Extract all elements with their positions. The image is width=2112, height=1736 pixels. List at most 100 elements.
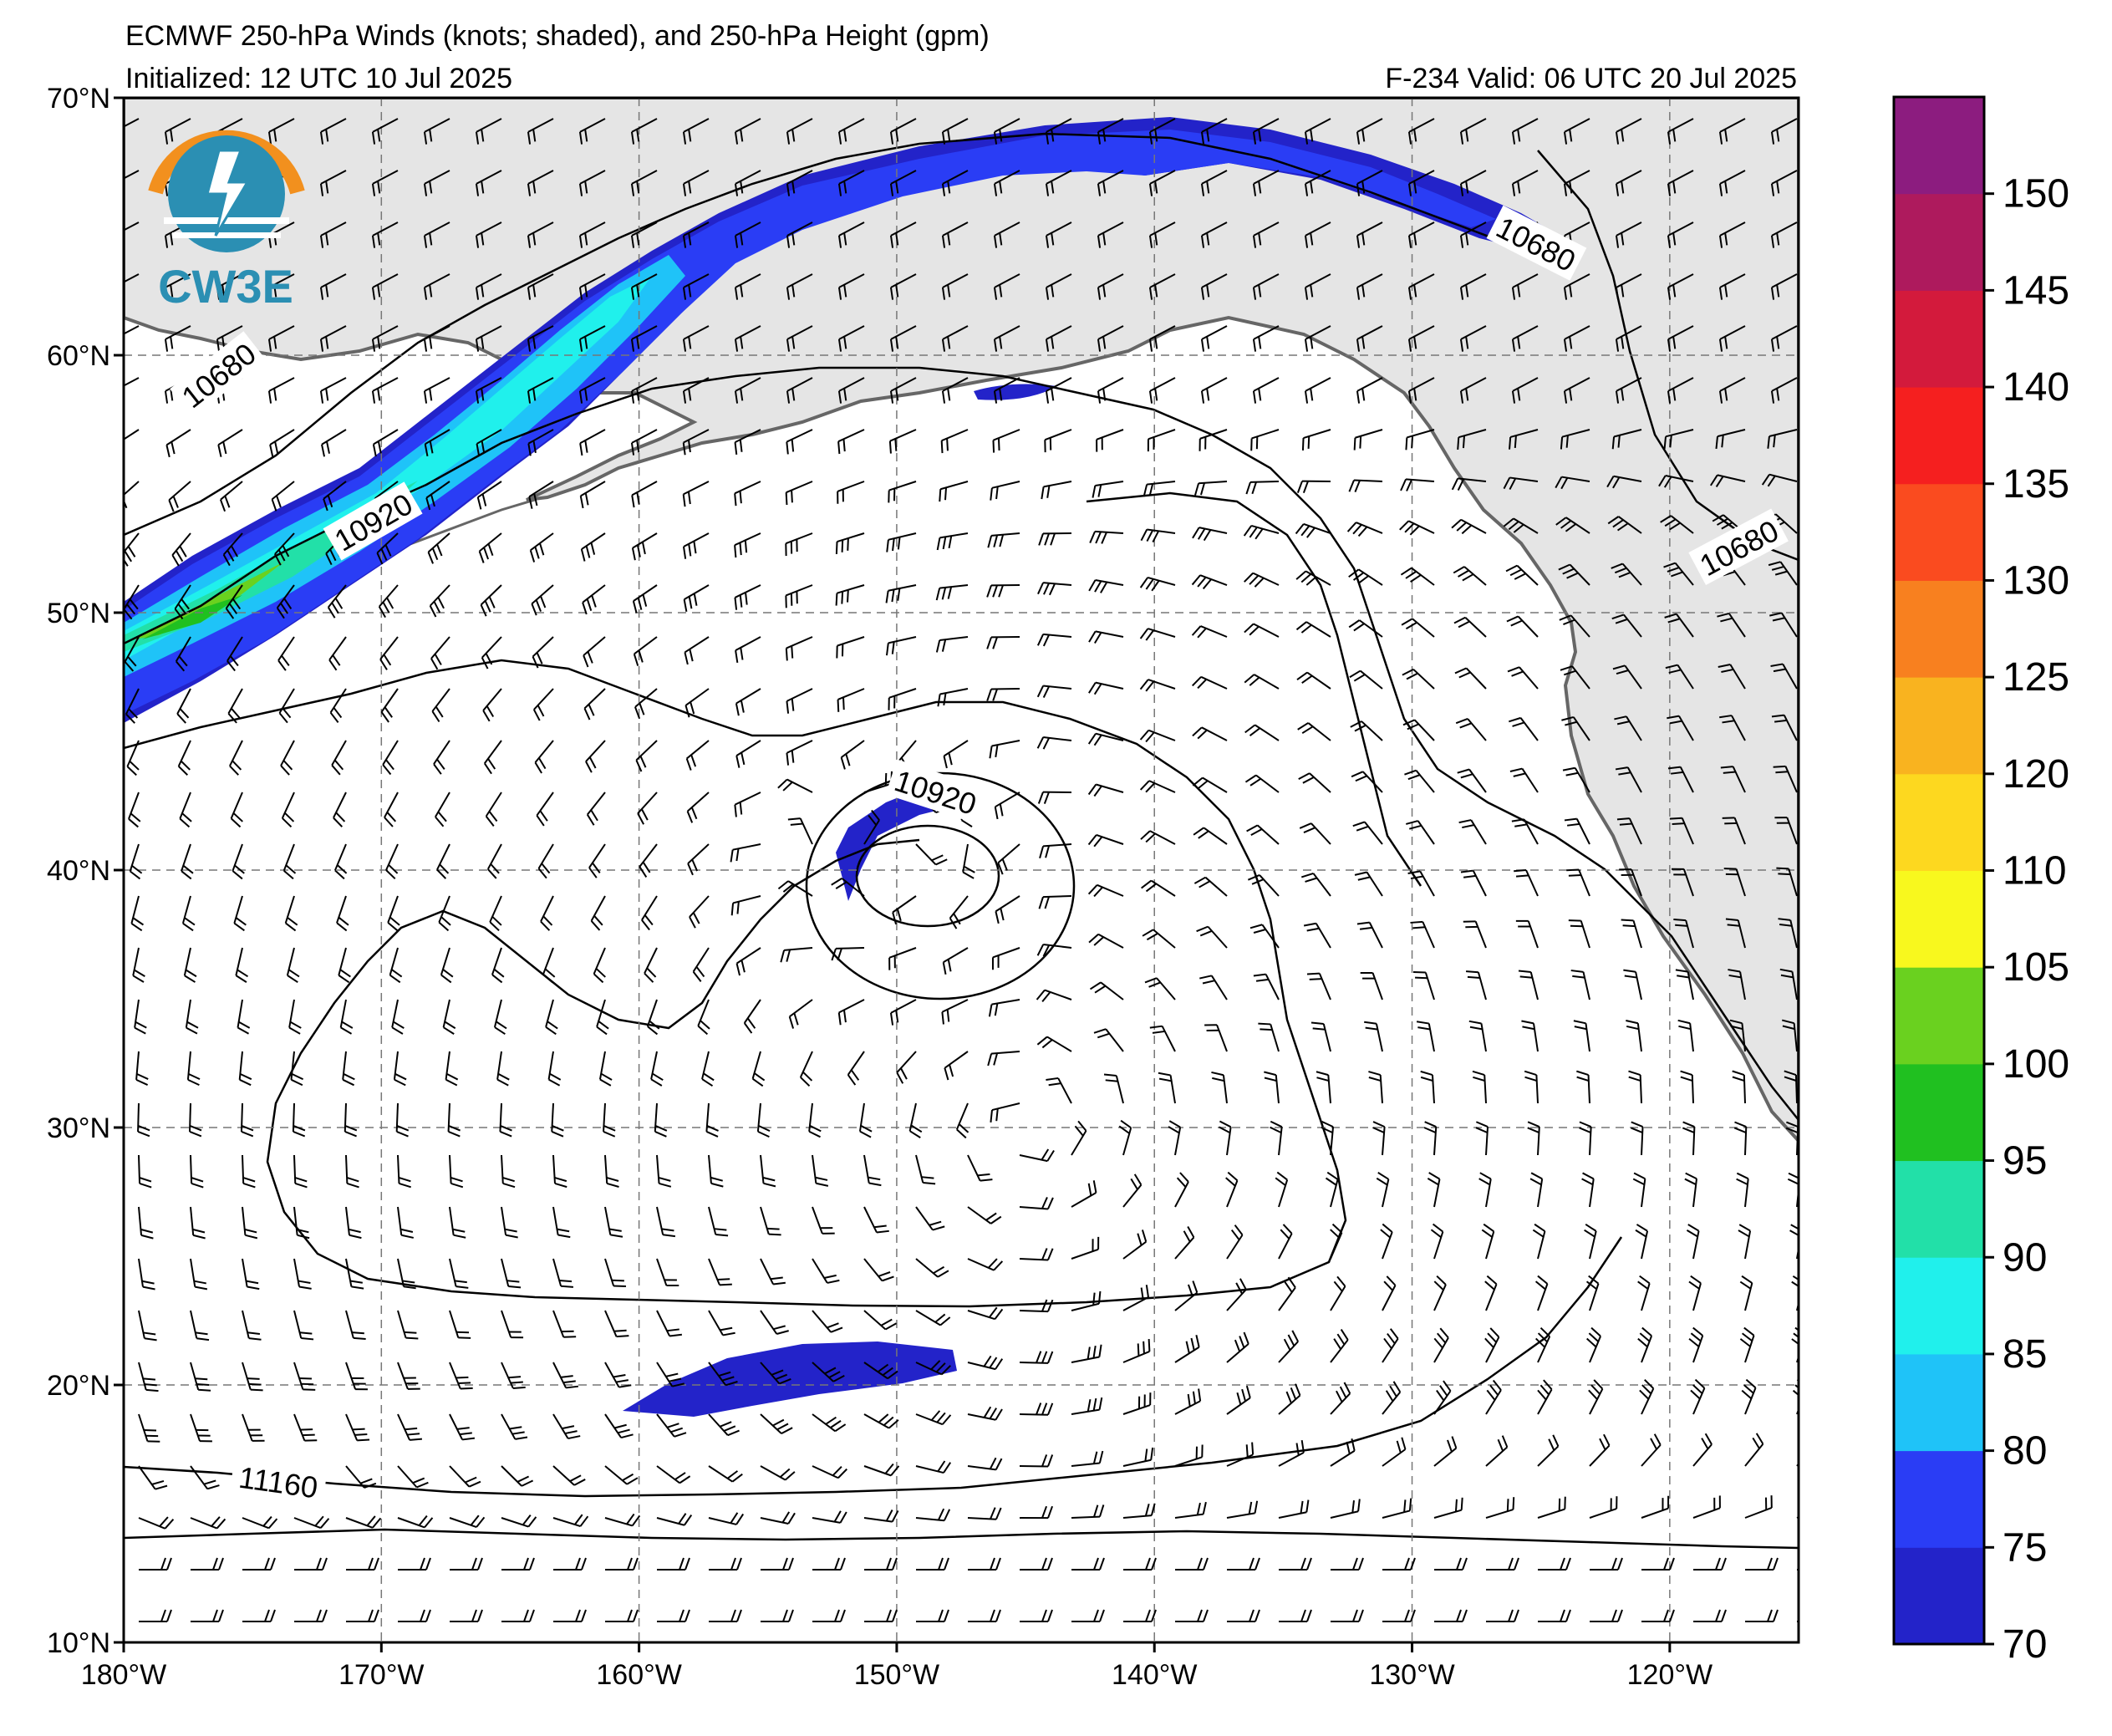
- wind-barb-feather: [1303, 922, 1316, 927]
- wind-barb-staff: [1407, 429, 1435, 439]
- wind-barb-feather: [944, 1067, 949, 1081]
- wind-barb-feather: [532, 129, 537, 142]
- wind-barb-staff: [372, 118, 399, 133]
- wind-barb-feather: [1621, 129, 1625, 142]
- wind-barb-feather: [439, 863, 450, 874]
- wind-barb-staff: [1253, 325, 1280, 340]
- wind-barb-feather: [1688, 1280, 1700, 1290]
- wind-barb-staff: [235, 947, 243, 976]
- wind-barb-staff: [1517, 615, 1539, 638]
- wind-barb-feather: [139, 1183, 152, 1189]
- wind-barb-staff: [242, 1362, 252, 1390]
- wind-barb-feather: [1773, 765, 1786, 768]
- wind-barb-staff: [551, 1102, 554, 1133]
- wind-barb-feather: [1400, 567, 1412, 576]
- wind-barb-staff: [1485, 1336, 1500, 1363]
- wind-barb-staff: [735, 429, 761, 443]
- wind-barb-feather: [782, 781, 793, 792]
- wind-barb-feather: [237, 1026, 250, 1035]
- wind-barb-feather: [739, 439, 743, 452]
- wind-barb-staff: [786, 740, 813, 754]
- wind-barb-feather: [170, 336, 174, 349]
- wind-barb-staff: [890, 273, 917, 288]
- wind-barb-staff: [1771, 325, 1798, 340]
- wind-barb-feather: [1669, 720, 1682, 725]
- wind-barb-staff: [588, 843, 606, 868]
- wind-barb-staff: [997, 843, 1020, 864]
- wind-barb-feather: [815, 1176, 828, 1181]
- wind-barb-feather: [739, 594, 743, 608]
- wind-barb-staff: [1161, 1026, 1176, 1052]
- wind-barb-feather: [1088, 682, 1097, 694]
- wind-barb-feather: [746, 1017, 756, 1029]
- wind-barb-staff: [863, 1258, 883, 1282]
- wind-barb-feather: [1483, 1223, 1494, 1233]
- wind-barb-feather: [500, 1125, 512, 1132]
- wind-barb-staff: [165, 273, 191, 288]
- wind-barb-staff: [786, 688, 813, 702]
- wind-barb-staff: [342, 1051, 347, 1080]
- wind-barb-staff: [373, 429, 399, 445]
- wind-barb-staff: [1226, 1127, 1232, 1156]
- wind-barb-feather: [1514, 869, 1527, 873]
- wind-barb-feather: [990, 1609, 995, 1622]
- wind-barb-feather: [1566, 572, 1579, 579]
- wind-barb-feather: [1200, 287, 1205, 300]
- wind-barb-staff: [1616, 170, 1642, 185]
- wind-barb-staff: [760, 1154, 765, 1184]
- wind-barb-feather: [1358, 1609, 1364, 1622]
- valid-time: F-234 Valid: 06 UTC 20 Jul 2025: [1385, 63, 1797, 94]
- wind-barb-feather: [1037, 582, 1045, 595]
- wind-barb-feather: [1565, 1609, 1571, 1622]
- wind-barb-feather: [1270, 1126, 1282, 1134]
- wind-barb-staff: [1278, 1233, 1293, 1260]
- wind-barb-staff: [1782, 663, 1798, 690]
- wind-barb-feather: [777, 880, 789, 890]
- wind-barb-staff: [242, 1517, 270, 1530]
- wind-barb-staff: [372, 325, 399, 340]
- wind-barb-staff: [1509, 429, 1539, 438]
- wind-barb-feather: [179, 817, 191, 828]
- wind-barb-feather: [1436, 1389, 1445, 1402]
- wind-barb-feather: [1626, 1020, 1639, 1025]
- wind-barb-feather: [532, 284, 537, 298]
- wind-barb-staff: [1771, 273, 1798, 288]
- wind-barb-staff: [227, 688, 243, 715]
- wind-barb-staff: [943, 947, 969, 964]
- wind-barb-feather: [1093, 734, 1102, 746]
- wind-barb-feather: [895, 129, 899, 142]
- wind-barb-feather: [1041, 1351, 1048, 1364]
- wind-barb-feather: [726, 1470, 739, 1479]
- wind-barb-staff: [708, 1206, 717, 1235]
- wind-barb-feather: [216, 339, 221, 352]
- wind-barb-feather: [1663, 1609, 1669, 1622]
- wind-barb-feather: [1045, 235, 1050, 248]
- wind-barb-staff: [183, 947, 191, 976]
- wind-barb-feather: [1150, 1447, 1154, 1460]
- wind-barb-feather: [481, 440, 486, 454]
- wind-barb-feather: [837, 339, 842, 352]
- wind-barb-staff: [991, 1051, 1020, 1055]
- wind-barb-feather: [791, 490, 793, 503]
- wind-barb-feather: [329, 548, 337, 562]
- wind-barb-feather: [1568, 874, 1581, 877]
- wind-barb-feather: [1098, 1344, 1102, 1357]
- wind-barb-feather: [230, 545, 238, 557]
- wind-barb-feather: [1639, 1275, 1651, 1285]
- wind-barb-staff: [962, 843, 969, 873]
- wind-barb-staff: [323, 481, 347, 500]
- wind-barb-feather: [1552, 1434, 1560, 1447]
- wind-barb-feather: [1615, 131, 1620, 145]
- wind-barb-staff: [1210, 975, 1228, 1000]
- wind-barb-feather: [484, 600, 491, 613]
- wind-barb-feather: [1047, 1609, 1053, 1622]
- wind-barb-feather: [575, 1557, 581, 1571]
- wind-barb-feather: [1560, 520, 1572, 529]
- wind-barb-feather: [1459, 183, 1464, 196]
- wind-barb-feather: [791, 336, 796, 349]
- wind-barb-feather: [1139, 730, 1150, 741]
- wind-barb-feather: [1179, 1172, 1189, 1183]
- wind-barb-feather: [1300, 872, 1314, 878]
- wind-barb-feather: [404, 1331, 417, 1334]
- wind-barb-staff: [1580, 920, 1590, 949]
